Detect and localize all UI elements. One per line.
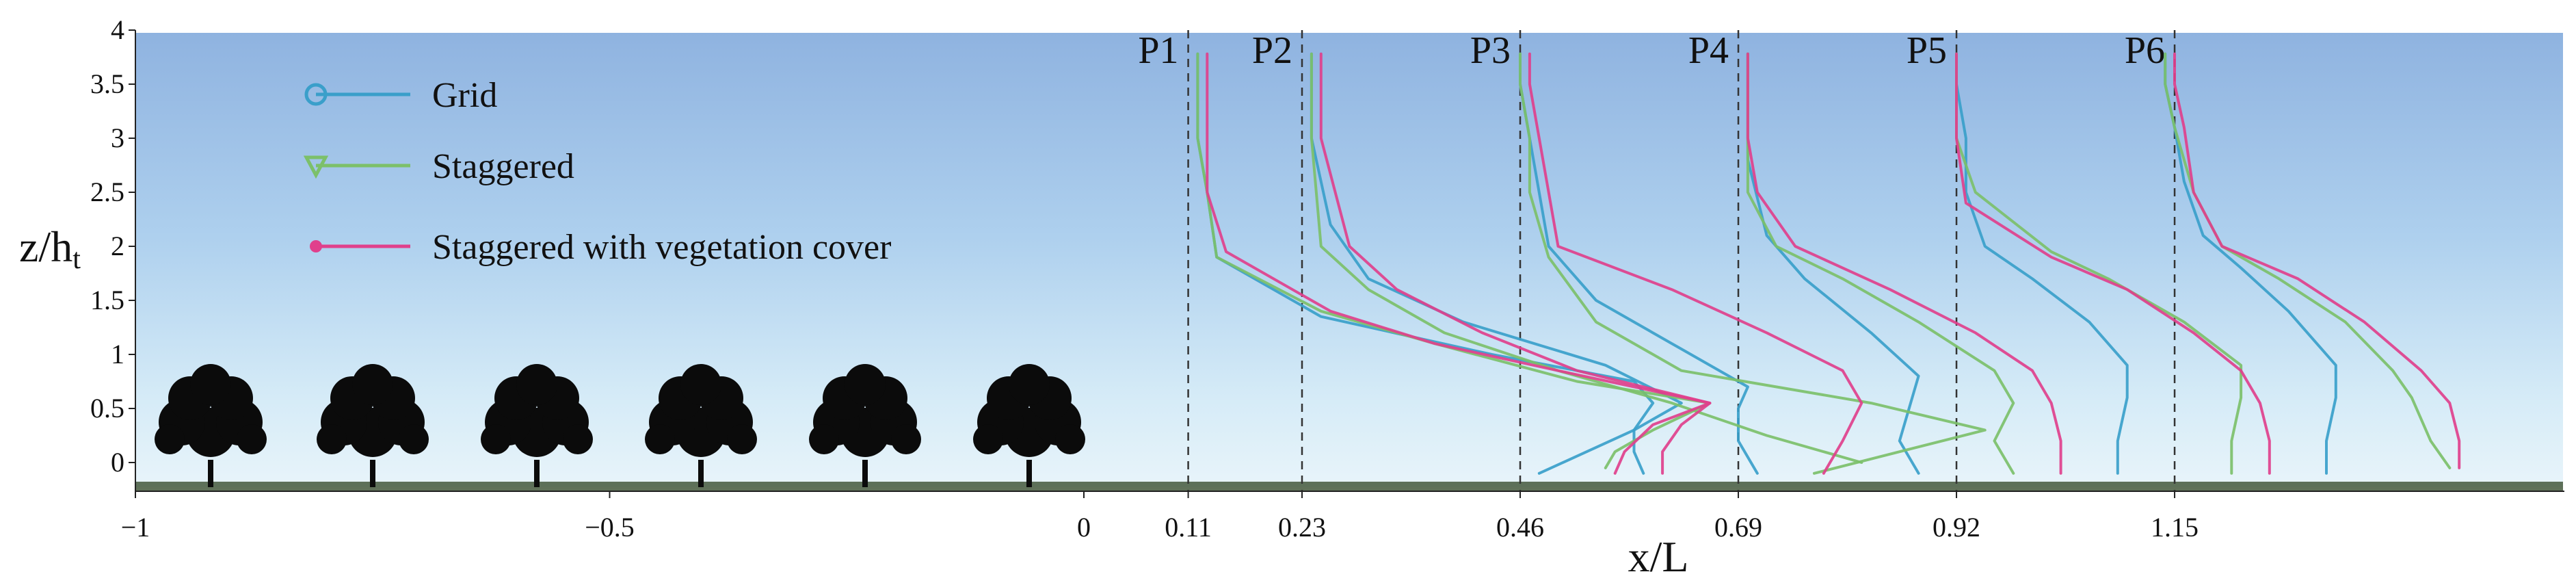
circle-marker-icon [304, 83, 328, 106]
x-axis-ticks: −1 −0.5 0 0.11 0.23 0.46 0.69 0.92 1.15 [121, 491, 2199, 543]
probe-label-p1: P1 [1138, 29, 1178, 72]
series-line-1-profile-2 [1310, 52, 1863, 464]
y-tick-label: 0 [111, 447, 124, 478]
series-line-2-profile-6 [2173, 52, 2461, 469]
series-line-2-profile-5 [1955, 52, 2271, 475]
y-axis-title-subscript: t [72, 244, 81, 275]
series-layer [1196, 52, 2461, 475]
y-tick-label: 1 [111, 339, 124, 369]
probe-label-p3: P3 [1470, 29, 1511, 72]
asterisk-marker-icon [310, 240, 322, 252]
x-tick-label: 0.11 [1165, 512, 1212, 543]
x-tick-label: −1 [121, 512, 150, 543]
y-tick-label: 1.5 [90, 285, 124, 315]
series-line-2-profile-3 [1528, 52, 1863, 475]
x-tick-label: 0.46 [1496, 512, 1544, 543]
y-tick-label: 4 [111, 14, 124, 45]
legend-label: Staggered with vegetation cover [432, 228, 891, 267]
legend: Grid Staggered Staggered with vegetation c… [303, 76, 891, 267]
probe-label-p5: P5 [1907, 29, 1947, 72]
triangle-marker-icon [303, 155, 329, 179]
series-line-2-profile-2 [1319, 52, 1712, 475]
y-axis-title: z/ht [19, 222, 81, 275]
x-tick-label: 1.15 [2151, 512, 2199, 543]
y-axis-title-main: z/h [19, 222, 72, 271]
series-line-2-profile-1 [1206, 52, 1712, 475]
series-line-1-profile-3 [1519, 52, 1987, 475]
x-tick-label: 0 [1077, 512, 1091, 543]
series-line-0-profile-5 [1955, 52, 2129, 475]
probe-label-p4: P4 [1688, 29, 1729, 72]
series-line-1-profile-1 [1196, 52, 1712, 469]
y-axis-ticks: 0 0.5 1 1.5 2 2.5 3 3.5 4 [90, 14, 135, 478]
series-line-2-profile-4 [1746, 52, 2062, 475]
x-tick-label: 0.69 [1714, 512, 1762, 543]
legend-label: Grid [432, 76, 497, 115]
probe-label-p6: P6 [2125, 29, 2165, 72]
probe-label-p2: P2 [1252, 29, 1292, 72]
y-tick-label: 2.5 [90, 177, 124, 207]
x-tick-label: 0.92 [1933, 512, 1980, 543]
y-tick-label: 3.5 [90, 68, 124, 99]
x-tick-label: −0.5 [585, 512, 635, 543]
y-tick-label: 0.5 [90, 393, 124, 424]
legend-label: Staggered [432, 147, 574, 186]
series-line-1-profile-6 [2164, 52, 2452, 469]
y-tick-label: 2 [111, 231, 124, 261]
x-tick-label: 0.23 [1278, 512, 1326, 543]
ground-strip [135, 482, 2563, 491]
y-tick-label: 3 [111, 122, 124, 153]
x-axis-title: x/L [1628, 532, 1689, 581]
probe-lines: P1 P2 P3 P4 P5 P6 [1138, 29, 2176, 491]
